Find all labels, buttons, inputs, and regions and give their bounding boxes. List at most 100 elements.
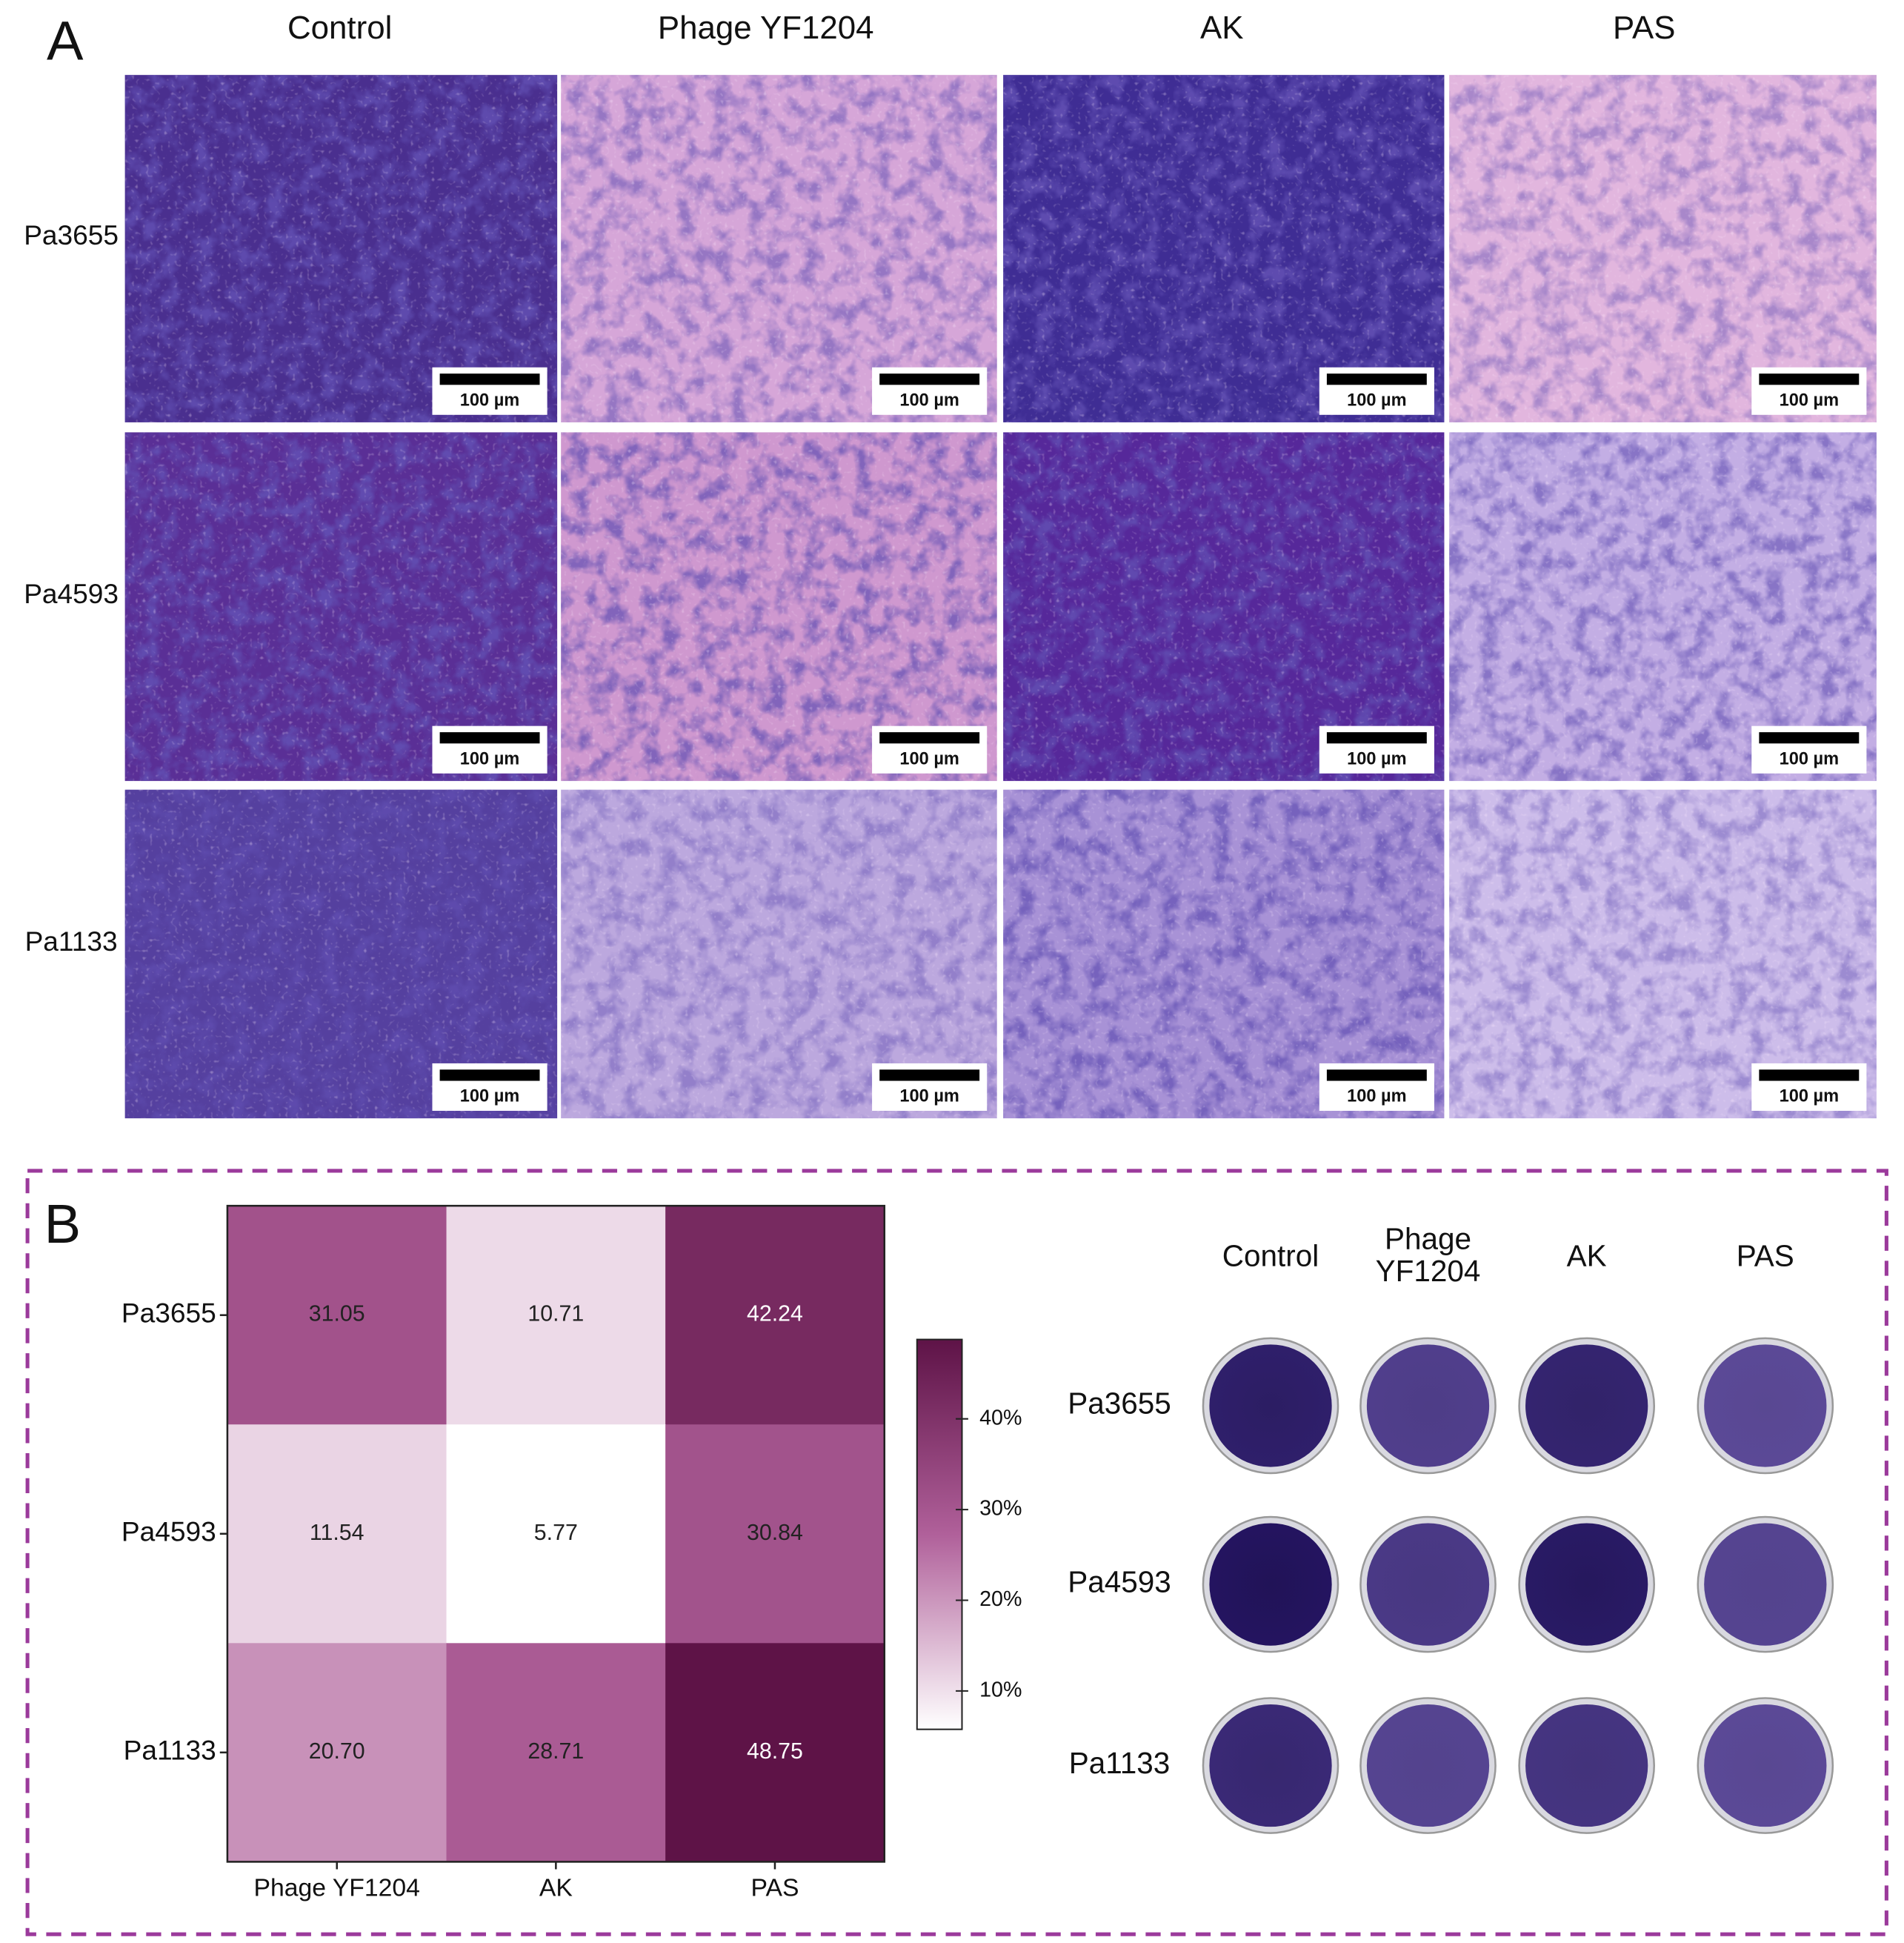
micrograph-speckle (124, 432, 558, 781)
scale-bar-label: 100 µm (899, 391, 959, 410)
micrograph: 100 µm (561, 75, 997, 422)
plate-biofilm (1704, 1704, 1827, 1827)
cell-label: 11.54 (310, 1521, 365, 1545)
plate-row-label: Pa4593 (1068, 1565, 1171, 1599)
plate-biofilm (1525, 1523, 1648, 1646)
scale-bar-label: 100 µm (899, 1087, 959, 1106)
plate-column-header: Phage YF1204 (1376, 1221, 1481, 1288)
scale-bar (879, 732, 980, 744)
scale-bar (879, 1069, 980, 1081)
cell-label: 5.77 (534, 1521, 578, 1545)
micrograph-speckle (1003, 75, 1445, 422)
heatmap-cell (446, 1643, 666, 1863)
cell-label: 20.70 (309, 1739, 365, 1764)
micrograph: 100 µm (124, 75, 558, 422)
plate-biofilm (1704, 1523, 1827, 1646)
scale-bar-label: 100 µm (1347, 391, 1407, 410)
panel-label: A (47, 10, 84, 71)
cell-label: 30.84 (747, 1521, 803, 1545)
scale-bar-label: 100 µm (1347, 1087, 1407, 1106)
scale-bar-label: 100 µm (460, 1087, 520, 1106)
x-tick-label: Phage YF1204 (254, 1873, 420, 1902)
micrograph: 100 µm (1003, 75, 1445, 422)
scale-bar (1326, 373, 1427, 385)
scale-bar (1326, 732, 1427, 744)
colorbar-tick-label: 40% (979, 1406, 1022, 1429)
micrograph: 100 µm (1449, 75, 1877, 422)
scale-bar-label: 100 µm (460, 391, 520, 410)
plate-biofilm (1209, 1704, 1332, 1827)
scale-bar-label: 100 µm (1780, 1087, 1840, 1106)
cell-label: 31.05 (309, 1302, 365, 1326)
micrograph-speckle (124, 75, 558, 422)
plate-biofilm (1525, 1704, 1648, 1827)
micrograph-speckle (1003, 432, 1445, 781)
scale-bar-label: 100 µm (899, 749, 959, 768)
plate-row-label: Pa3655 (1068, 1386, 1171, 1421)
colorbar (916, 1338, 963, 1730)
heatmap-cell (665, 1643, 885, 1863)
micrograph-speckle (1449, 75, 1877, 422)
column-header: Phage YF1204 (658, 10, 874, 46)
column-header: Control (287, 10, 392, 46)
scale-bar (1759, 1069, 1860, 1081)
micrograph-speckle (561, 75, 997, 422)
panel-label: B (44, 1193, 81, 1255)
heatmap-cell (665, 1206, 885, 1426)
micrograph-speckle (1449, 432, 1877, 781)
y-tick-label: Pa1133 (124, 1735, 216, 1766)
plate-column-header: Control (1222, 1239, 1319, 1273)
panel-b-frame (25, 1169, 1888, 1936)
heatmap-cell (227, 1424, 447, 1644)
scale-bar-label: 100 µm (1347, 749, 1407, 768)
plate-biofilm (1209, 1523, 1332, 1646)
scale-bar (439, 1069, 540, 1081)
scale-bar (1326, 1069, 1427, 1081)
micrograph: 100 µm (1003, 432, 1445, 781)
header-line: YF1204 (1376, 1254, 1481, 1288)
header-line: Phage (1385, 1221, 1471, 1255)
row-label: Pa1133 (25, 926, 118, 957)
row-label: Pa4593 (24, 578, 119, 609)
cell-label: 28.71 (527, 1739, 584, 1764)
scale-bar-label: 100 µm (1780, 749, 1840, 768)
heatmap-cell (227, 1643, 447, 1863)
plate-biofilm (1704, 1344, 1827, 1467)
colorbar-tick-label: 20% (979, 1587, 1022, 1611)
plate-column-header: PAS (1737, 1239, 1794, 1273)
row-label: Pa3655 (24, 219, 119, 250)
micrograph: 100 µm (1449, 432, 1877, 781)
heatmap-cell (227, 1206, 447, 1426)
heatmap-cell (446, 1206, 666, 1426)
x-tick-label: AK (539, 1873, 573, 1902)
micrograph: 100 µm (1003, 789, 1445, 1119)
cell-label: 10.71 (527, 1302, 584, 1326)
cell-label: 48.75 (747, 1739, 803, 1764)
plate-biofilm (1525, 1344, 1648, 1467)
y-tick-label: Pa3655 (122, 1297, 216, 1328)
scale-bar (879, 373, 980, 385)
scale-bar (439, 373, 540, 385)
y-tick-label: Pa4593 (122, 1516, 216, 1547)
plate-biofilm (1366, 1344, 1490, 1467)
plate-biofilm (1209, 1344, 1332, 1467)
colorbar-tick-label: 10% (979, 1678, 1022, 1701)
plate-row-label: Pa1133 (1069, 1746, 1171, 1780)
column-header: PAS (1613, 10, 1675, 46)
cell-label: 42.24 (747, 1302, 803, 1326)
plate-biofilm (1366, 1523, 1490, 1646)
scale-bar-label: 100 µm (460, 749, 520, 768)
colorbar-tick-label: 30% (979, 1497, 1022, 1521)
micrograph-speckle (561, 432, 997, 781)
heatmap-cell (665, 1424, 885, 1644)
scale-bar (439, 732, 540, 744)
scale-bar-label: 100 µm (1780, 391, 1840, 410)
column-header: AK (1200, 10, 1243, 46)
micrograph: 100 µm (124, 789, 558, 1119)
micrograph: 100 µm (561, 789, 997, 1119)
micrograph: 100 µm (561, 432, 997, 781)
heatmap-cell (446, 1424, 666, 1644)
plate-column-header: AK (1567, 1239, 1607, 1273)
